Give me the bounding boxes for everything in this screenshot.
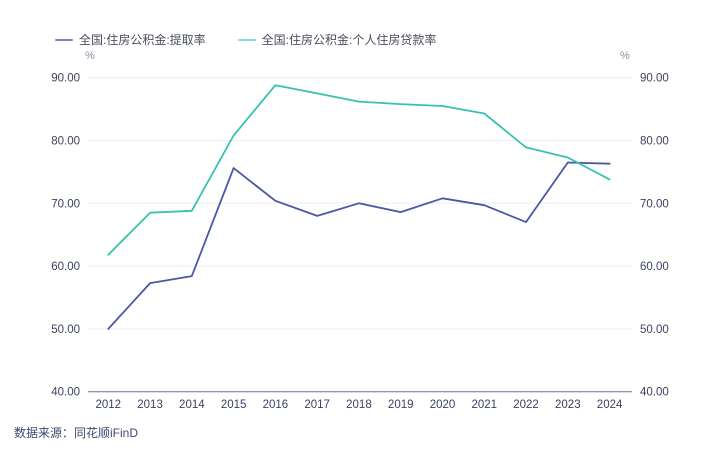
- x-tick-label: 2016: [263, 399, 289, 411]
- x-tick-label: 2017: [304, 399, 330, 411]
- legend-item-gerenzhufangdaikuanlv[interactable]: 全国:住房公积金:个人住房贷款率: [237, 31, 437, 48]
- x-tick-label: 2013: [137, 399, 163, 411]
- chart-legend: 全国:住房公积金:提取率 全国:住房公积金:个人住房贷款率: [55, 31, 436, 48]
- x-tick-label: 2024: [597, 399, 623, 411]
- series2-line-marker-icon: [237, 38, 256, 41]
- x-tick-label: 2015: [221, 399, 247, 411]
- x-tick-label: 2018: [346, 399, 372, 411]
- y-tick-label-left: 40.00: [51, 387, 80, 399]
- data-source-note: 数据来源：同花顺iFinD: [14, 426, 139, 440]
- x-tick-label: 2019: [388, 399, 414, 411]
- legend-item-tiqulv[interactable]: 全国:住房公积金:提取率: [55, 31, 206, 48]
- y-tick-label-right: 90.00: [640, 73, 669, 85]
- y-axis-unit-right: %: [620, 50, 630, 62]
- y-tick-label-left: 90.00: [51, 73, 80, 85]
- series-line: [107, 84, 611, 256]
- y-tick-label-right: 70.00: [640, 198, 669, 210]
- x-tick-label: 2022: [513, 399, 539, 411]
- x-tick-label: 2012: [96, 399, 122, 411]
- y-tick-label-left: 50.00: [51, 324, 80, 336]
- legend-item-label: 全国:住房公积金:个人住房贷款率: [261, 33, 437, 47]
- y-tick-label-right: 60.00: [640, 261, 669, 273]
- y-tick-label-left: 60.00: [51, 261, 80, 273]
- series1-line-marker-icon: [55, 38, 73, 41]
- y-tick-label-left: 70.00: [51, 198, 80, 210]
- x-tick-label: 2021: [471, 399, 497, 411]
- x-tick-label: 2020: [430, 399, 456, 411]
- y-tick-label-left: 80.00: [51, 136, 80, 148]
- x-tick-label: 2014: [179, 399, 205, 411]
- series-line: [107, 161, 611, 330]
- y-axis-unit-left: %: [85, 50, 95, 62]
- legend-item-label: 全国:住房公积金:提取率: [79, 33, 206, 47]
- x-tick-label: 2023: [555, 399, 581, 411]
- y-tick-label-right: 80.00: [640, 136, 669, 148]
- y-tick-label-right: 40.00: [640, 387, 669, 399]
- y-tick-label-right: 50.00: [640, 324, 669, 336]
